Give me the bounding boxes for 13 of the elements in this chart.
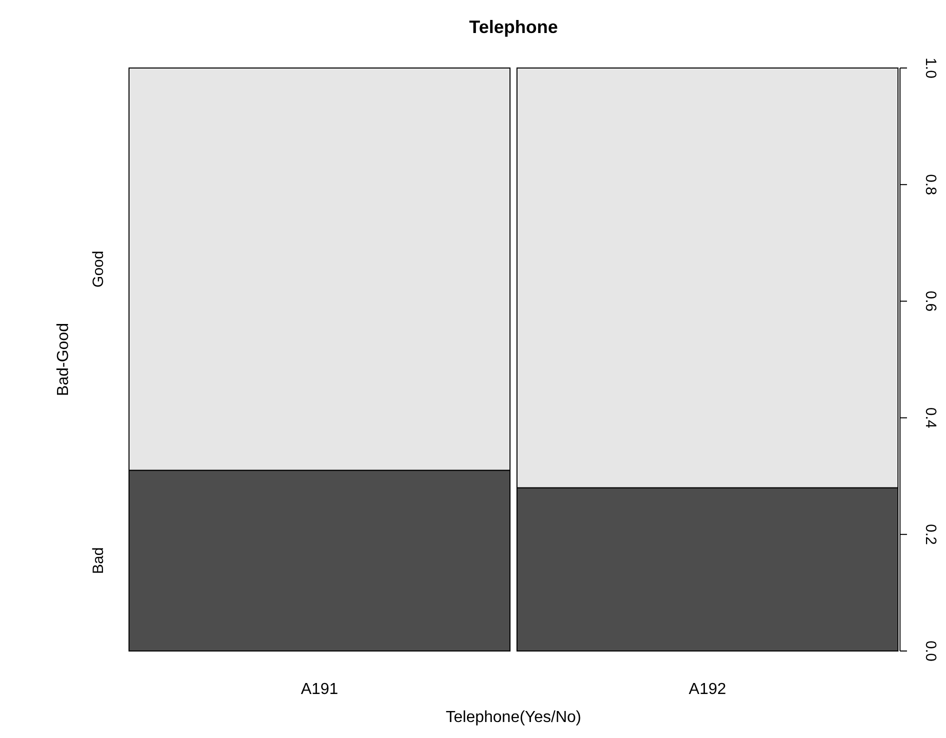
y-tick-label: 0.6 (922, 290, 939, 312)
x-tick-label: A191 (300, 681, 338, 698)
y-tick-label: 1.0 (922, 58, 939, 78)
text: Good (90, 250, 107, 288)
y-tick-label: 0.2 (922, 524, 939, 545)
chart-title: Telephone (469, 17, 558, 37)
y-tick-label: 0.4 (922, 407, 939, 428)
y-tick-label: 0.8 (922, 174, 939, 196)
x-tick-label: A192 (688, 681, 726, 698)
y-tick-label: 0.0 (922, 640, 939, 662)
y-axis-title: Bad-Good (55, 323, 72, 396)
text: Bad (90, 547, 107, 574)
x-axis-title: Telephone(Yes/No) (446, 709, 582, 726)
